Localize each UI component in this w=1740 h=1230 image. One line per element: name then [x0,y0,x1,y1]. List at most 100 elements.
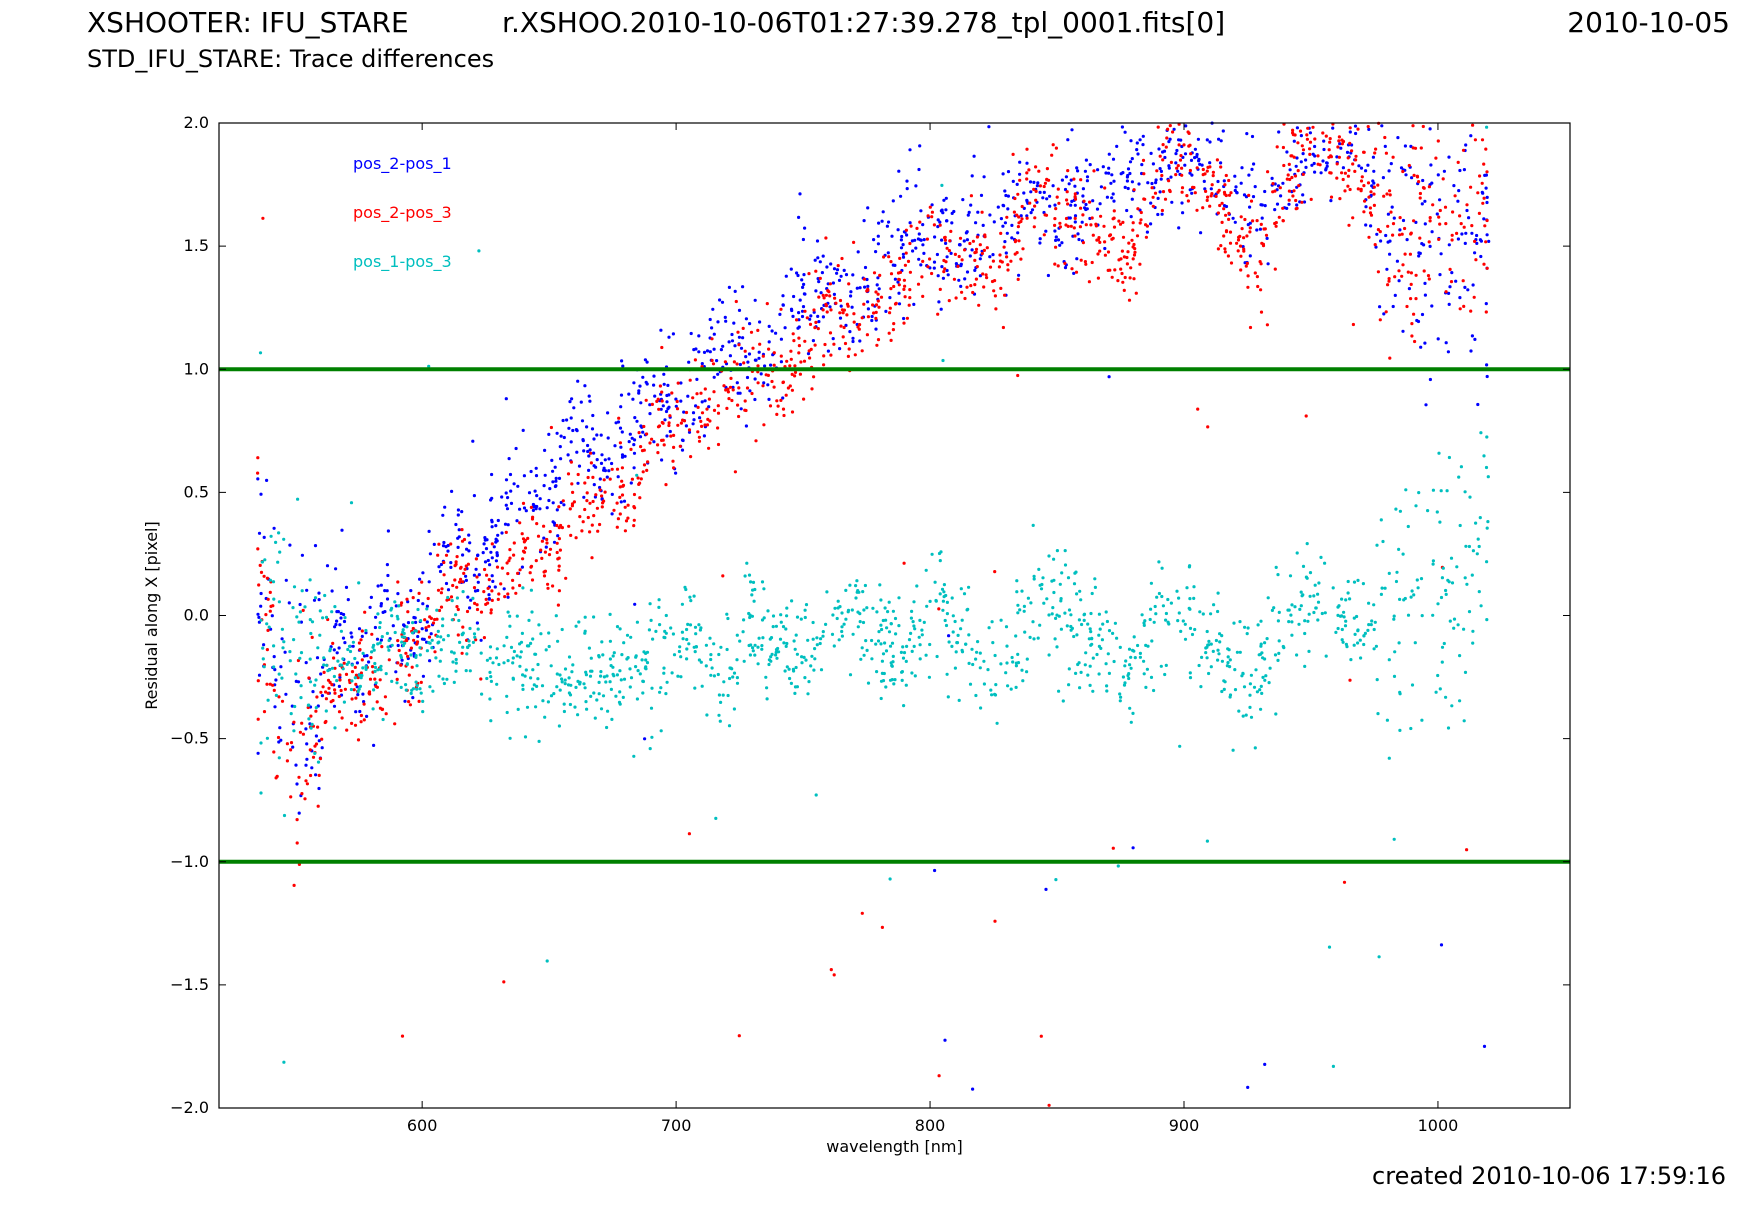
data-point [1394,579,1399,584]
data-point [1013,196,1017,201]
data-point [340,716,344,720]
data-point [1336,613,1340,618]
data-point [555,541,559,545]
data-point [994,307,998,311]
data-point [878,273,882,277]
data-point [610,512,614,516]
data-point [608,639,613,643]
data-point [884,649,889,653]
data-point [888,306,892,310]
data-point [650,735,654,739]
data-point [1231,748,1235,752]
data-point [454,657,458,662]
data-point [1398,216,1402,220]
data-point [495,554,499,558]
data-point [883,641,887,645]
data-point [953,252,958,256]
data-point [1088,627,1092,631]
data-point [875,343,879,347]
data-point [1223,250,1227,254]
data-point [1146,181,1150,185]
data-point [1428,377,1432,382]
data-point [804,603,809,607]
data-point [1379,592,1383,597]
data-point [508,472,513,477]
data-point [409,653,413,657]
data-point [374,684,378,689]
data-point [649,618,653,623]
data-point [1438,198,1442,202]
data-point [504,478,509,482]
data-point [1412,219,1416,223]
data-point [914,184,918,188]
data-point [753,587,757,592]
data-point [1058,243,1062,247]
data-point [414,680,418,684]
data-point [1042,184,1046,189]
data-point [1032,180,1036,184]
data-point [271,580,276,584]
data-point [1188,671,1192,675]
data-point [532,683,536,687]
data-point [938,287,942,291]
data-point [842,268,846,272]
data-point [1480,138,1485,142]
data-point [1273,653,1278,657]
data-point [987,626,991,630]
data-point [1301,172,1305,176]
data-point [1469,134,1473,138]
data-point [759,372,763,376]
data-point [288,659,292,663]
data-point [441,513,445,517]
data-point [662,443,666,447]
data-point [1208,161,1212,165]
data-point [1423,199,1427,203]
data-point [890,641,895,645]
data-point [889,622,893,626]
data-point [891,199,895,203]
data-point [1096,276,1100,280]
data-point [645,661,650,665]
data-point [340,663,344,667]
data-point [1069,624,1073,629]
data-point [1157,560,1161,564]
data-point [1364,223,1368,227]
data-point [1207,671,1211,676]
data-point [988,213,992,217]
data-point [521,428,525,432]
data-point [1300,144,1304,148]
data-point [351,640,355,644]
data-point [367,660,371,664]
data-point [719,348,724,352]
data-point [776,646,780,651]
data-point [1427,277,1431,281]
data-point [1144,685,1148,690]
data-point [709,673,713,677]
data-point [371,645,375,649]
data-point [1104,171,1108,175]
data-point [999,231,1003,235]
data-point [1205,839,1209,843]
data-point [1098,249,1102,253]
data-point [913,674,917,678]
data-point [1159,177,1163,181]
data-point [1313,170,1317,174]
data-point [974,221,978,225]
data-point [1082,199,1086,203]
data-point [749,580,753,584]
data-point [1273,221,1277,226]
data-point [748,615,752,620]
data-point [322,663,326,667]
data-point [644,651,648,656]
data-point [1160,594,1164,599]
data-point [970,174,974,178]
data-point [1139,218,1143,222]
data-point [527,491,532,495]
data-point [1316,592,1320,596]
data-point [971,290,975,295]
data-point [346,598,350,602]
data-point [1032,225,1036,229]
data-point [278,726,282,730]
data-point [741,326,745,330]
data-point [1065,624,1069,628]
